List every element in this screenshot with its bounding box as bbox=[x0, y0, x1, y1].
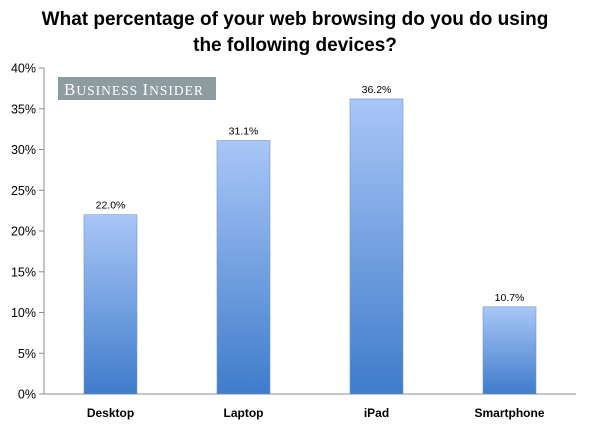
y-tick-label: 0% bbox=[18, 388, 36, 402]
chart-title-line-2: the following devices? bbox=[193, 35, 397, 56]
data-label-laptop: 31.1% bbox=[229, 126, 259, 138]
bar-smartphone bbox=[482, 306, 537, 395]
x-category-label: Smartphone bbox=[474, 406, 544, 420]
y-tick-label: 10% bbox=[11, 306, 36, 320]
data-label-desktop: 22.0% bbox=[96, 200, 126, 212]
data-label-smartphone: 10.7% bbox=[495, 292, 525, 304]
y-tick-label: 15% bbox=[11, 265, 36, 279]
y-tick-label: 35% bbox=[11, 102, 36, 116]
labels: 22.0% Desktop 31.1% Laptop 36.2% iPad 10.7% Sma… bbox=[87, 84, 545, 420]
bars bbox=[83, 98, 537, 395]
bar-ipad bbox=[349, 98, 404, 395]
x-category-label: iPad bbox=[364, 406, 389, 420]
y-tick-label: 5% bbox=[18, 347, 36, 361]
y-tick-label: 40% bbox=[11, 62, 36, 76]
watermark-i: I bbox=[142, 80, 149, 99]
data-label-ipad: 36.2% bbox=[362, 84, 392, 96]
chart-title-line-1: What percentage of your web browsing do … bbox=[42, 9, 549, 30]
x-category-label: Desktop bbox=[87, 406, 134, 420]
y-tick-label: 30% bbox=[11, 143, 36, 157]
watermark-nsider: NSIDER bbox=[149, 83, 204, 98]
watermark-text: BUSINESS INSIDER bbox=[64, 80, 204, 99]
watermark-usiness: USINESS bbox=[76, 83, 138, 98]
y-tick-label: 20% bbox=[11, 225, 36, 239]
axes: 0% 5% 10% 15% 20% 25% 30% 35% 40% bbox=[11, 62, 576, 402]
watermark: BUSINESS INSIDER bbox=[58, 77, 216, 100]
y-tick-label: 25% bbox=[11, 184, 36, 198]
bar-desktop bbox=[83, 214, 138, 395]
x-category-label: Laptop bbox=[224, 406, 264, 420]
watermark-b: B bbox=[64, 80, 76, 99]
watermark-background bbox=[58, 77, 216, 100]
bar-laptop bbox=[216, 140, 271, 395]
